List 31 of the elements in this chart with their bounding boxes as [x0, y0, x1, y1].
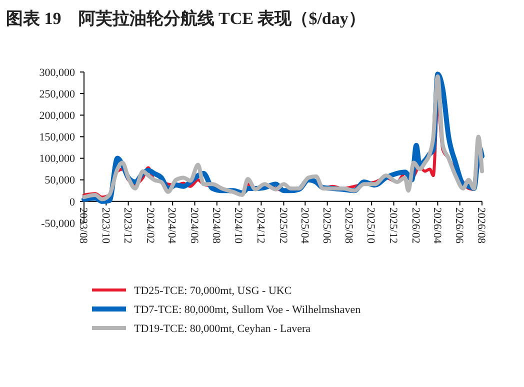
x-tick-label: 2024/04 — [166, 207, 178, 244]
x-tick-label: 2025/02 — [276, 207, 289, 244]
x-tick-label: 2025/08 — [342, 207, 355, 244]
x-tick-label: 2024/06 — [188, 207, 200, 244]
legend-label: TD25-TCE: 70,000mt, USG - UKC — [134, 284, 292, 297]
y-tick-label: -50,000 — [41, 218, 76, 230]
x-tick-label: 2026/06 — [453, 207, 465, 244]
y-tick-label: 100,000 — [39, 153, 76, 166]
x-tick-label: 2024/10 — [232, 207, 244, 244]
legend-label: TD7-TCE: 80,000mt, Sullom Voe - Wilhelmshaven — [134, 304, 362, 316]
y-tick-label: 250,000 — [39, 88, 76, 100]
x-tick-label: 2025/12 — [386, 207, 399, 244]
y-tick-label: 50,000 — [44, 174, 76, 187]
x-tick-label: 2023/10 — [99, 207, 112, 244]
y-tick-label: 150,000 — [39, 132, 76, 144]
x-tick-label: 2024/12 — [254, 207, 266, 244]
chart-title: 图表 19 阿芙拉油轮分航线 TCE 表现（$/day） — [6, 9, 366, 28]
x-tick-label: 2025/10 — [364, 207, 377, 244]
x-tick-label: 2023/08 — [77, 207, 90, 244]
legend-label: TD19-TCE: 80,000mt, Ceyhan - Lavera — [134, 322, 311, 335]
x-tick-label: 2026/04 — [430, 207, 443, 244]
x-tick-label: 2026/02 — [409, 207, 422, 244]
y-tick-label: 0 — [70, 196, 76, 208]
y-tick-label: 200,000 — [39, 110, 76, 122]
x-tick-label: 2025/06 — [320, 207, 332, 244]
x-tick-label: 2025/04 — [298, 207, 310, 244]
x-tick-label: 2024/08 — [210, 207, 222, 244]
x-tick-label: 2023/12 — [121, 207, 134, 244]
x-tick-label: 2026/08 — [475, 207, 488, 244]
y-tick-label: 300,000 — [39, 66, 76, 79]
x-tick-label: 2024/02 — [144, 207, 156, 244]
